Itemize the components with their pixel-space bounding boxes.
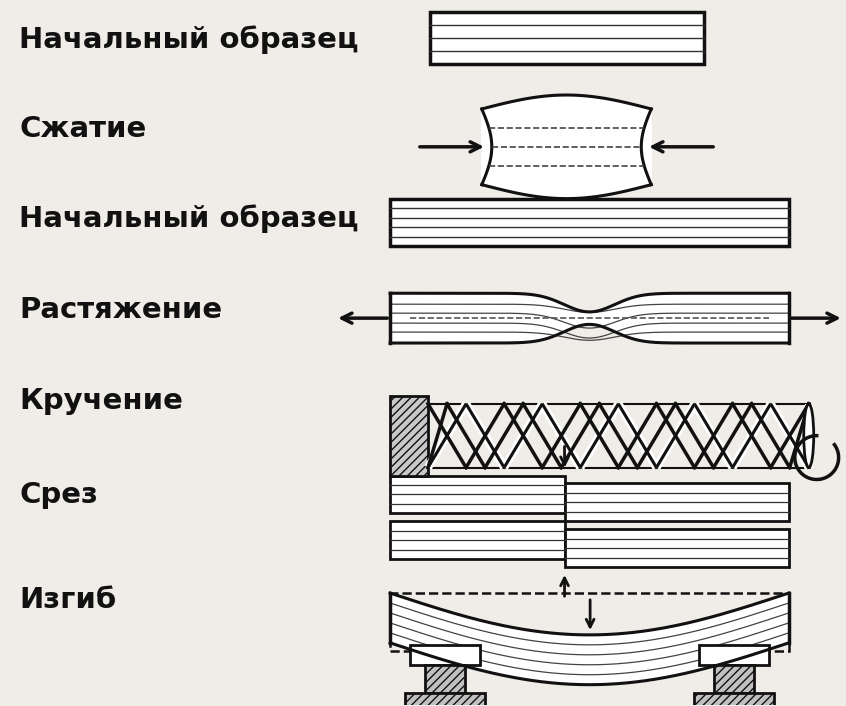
Bar [699,645,769,665]
Bar [425,665,464,693]
Bar [390,476,564,513]
Bar [390,396,428,476]
Polygon shape [482,95,651,198]
Bar [390,521,564,559]
Text: Начальный образец: Начальный образец [19,25,359,54]
Bar [694,693,774,706]
Bar [390,198,788,246]
Bar [390,593,788,651]
Bar [714,665,754,693]
Bar [564,484,788,521]
Ellipse shape [804,404,814,467]
Text: Начальный образец: Начальный образец [19,204,359,233]
Bar [405,693,485,706]
Text: Сжатие: Сжатие [19,115,146,143]
Text: Растяжение: Растяжение [19,297,222,324]
Bar [430,12,704,64]
Text: Кручение: Кручение [19,387,184,415]
Text: Срез: Срез [19,481,98,510]
Bar [410,645,480,665]
Bar [564,530,788,567]
Text: Изгиб: Изгиб [19,586,117,614]
